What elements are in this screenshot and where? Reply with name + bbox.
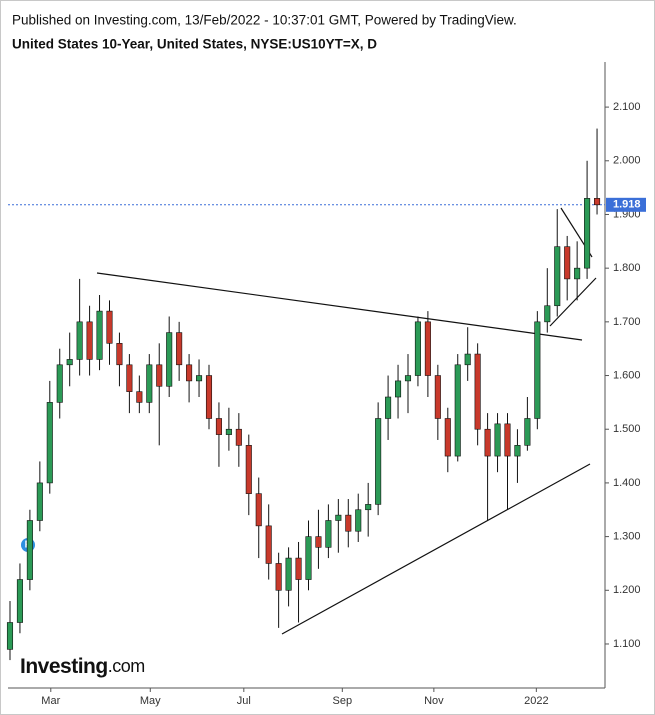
y-tick-label: 1.500 (613, 423, 641, 435)
candle-body (126, 364, 133, 392)
candle-body (395, 380, 402, 398)
candle-body (594, 198, 601, 206)
candle-body (205, 375, 213, 419)
candle-body (196, 375, 203, 382)
candle-body (584, 198, 591, 269)
candle-body (444, 418, 451, 457)
candle-body (494, 423, 501, 457)
candle-body (235, 428, 242, 446)
candle-body (136, 391, 143, 403)
candle-body (454, 364, 461, 457)
candle-body (156, 364, 163, 387)
candle-body (414, 321, 421, 376)
logo: Investing.com (20, 655, 145, 678)
candle-body (285, 557, 292, 591)
candle-body (345, 514, 352, 532)
trendline (96, 272, 583, 341)
last-price-box (606, 197, 646, 212)
y-tick-label: 1.700 (613, 316, 641, 328)
logo-suffix: .com (108, 656, 145, 676)
candle-body (315, 536, 322, 548)
candle-body (146, 364, 153, 403)
x-tick-label: 2022 (524, 695, 548, 707)
candle-body (86, 321, 93, 360)
header: Published on Investing.com, 13/Feb/2022 … (12, 13, 517, 28)
candle-body (116, 343, 123, 366)
candle-body (36, 482, 43, 521)
x-tick-label: Sep (333, 695, 353, 707)
chart-title: United States 10-Year, United States, NY… (12, 37, 377, 52)
candle-body (305, 536, 312, 580)
candle-body (504, 423, 511, 457)
candle-body (385, 396, 392, 419)
y-tick-label: 2.000 (613, 155, 641, 167)
candle-body (464, 353, 471, 366)
candle-body (564, 246, 571, 280)
candle-body (255, 493, 262, 527)
candle-body (245, 445, 252, 494)
candle-body (554, 246, 561, 307)
candle-body (275, 563, 282, 591)
candle-body (166, 332, 173, 387)
candle-body (215, 418, 222, 435)
x-tick-label: Nov (424, 695, 444, 707)
candle-body (404, 375, 412, 382)
candle-body (325, 520, 332, 548)
y-tick-label: 1.800 (613, 262, 641, 274)
candle-body (524, 418, 531, 446)
candle-body (295, 557, 302, 580)
candle-body (544, 305, 551, 323)
logo-main: Investing (20, 655, 108, 678)
candle-body (66, 359, 73, 366)
candle-body (6, 622, 14, 650)
candle-body (514, 445, 521, 457)
y-tick-label: 1.100 (613, 638, 641, 650)
candle-body (335, 514, 342, 521)
candle-body (46, 402, 53, 484)
y-tick-label: 1.200 (613, 584, 641, 596)
candle-body (176, 332, 183, 366)
candle-body (56, 364, 63, 403)
candle-body (484, 428, 491, 457)
y-tick-label: 1.400 (613, 477, 641, 489)
candle-body (225, 428, 232, 435)
last-price-label: 1.918 (613, 199, 641, 211)
candle-body (265, 525, 272, 564)
candle-body (434, 375, 441, 419)
y-tick-label: 1.600 (613, 369, 641, 381)
candle-body (574, 267, 581, 280)
candle-body (534, 321, 541, 419)
trendline (281, 463, 591, 635)
y-tick-label: 2.100 (613, 101, 641, 113)
x-tick-label: May (140, 695, 161, 707)
candle-body (355, 509, 362, 532)
candle-body (96, 310, 103, 360)
candle-body (16, 579, 23, 623)
candle-body (76, 321, 83, 360)
candle-body (26, 520, 33, 580)
x-tick-label: Jul (237, 695, 251, 707)
candle-body (424, 321, 431, 376)
candle-body (186, 364, 193, 382)
y-tick-label: 1.300 (613, 531, 641, 543)
trendlines (6, 128, 601, 661)
candle-body (106, 310, 113, 344)
x-tick-label: Mar (41, 695, 60, 707)
candle-body (365, 504, 372, 511)
candle-body (375, 418, 382, 505)
trendline (549, 277, 597, 327)
candle-body (474, 353, 481, 430)
